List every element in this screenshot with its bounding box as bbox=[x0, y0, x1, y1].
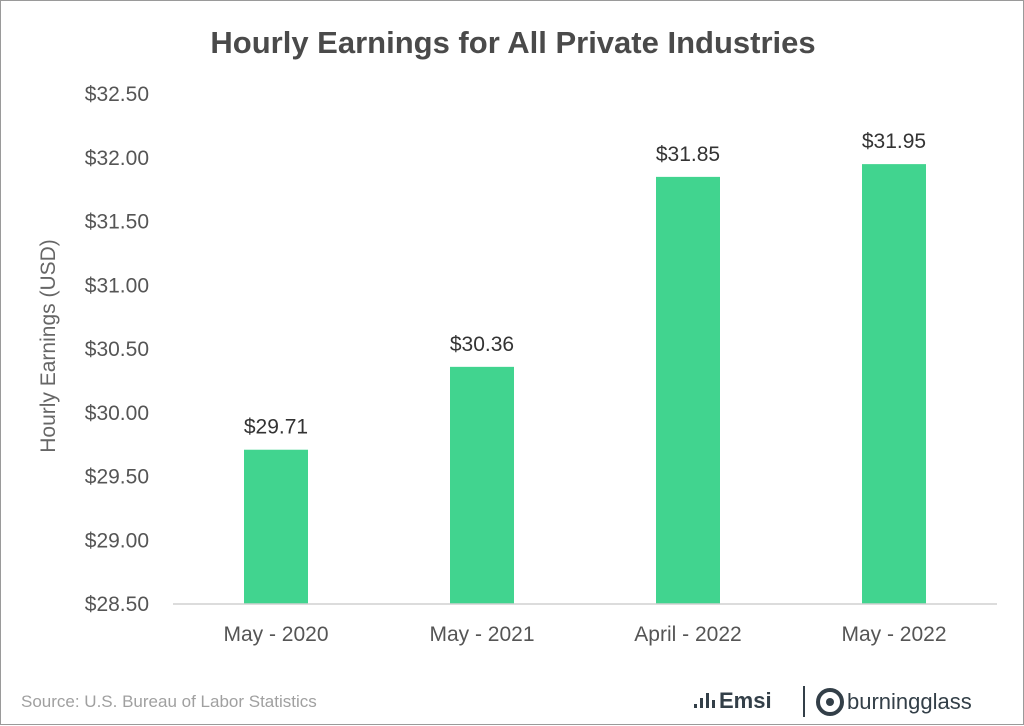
burningglass-icon bbox=[816, 688, 844, 716]
y-tick-label: $30.00 bbox=[85, 402, 149, 425]
data-label: $29.71 bbox=[244, 416, 308, 439]
y-tick-label: $32.50 bbox=[85, 83, 149, 106]
x-tick-label: May - 2020 bbox=[223, 623, 328, 646]
y-axis-ticks: $28.50 $29.00 $29.50 $30.00 $30.50 $31.00 $31.… bbox=[85, 83, 149, 616]
y-tick-label: $32.00 bbox=[85, 147, 149, 170]
burningglass-wordmark: burningglass bbox=[847, 689, 972, 714]
source-note: Source: U.S. Bureau of Labor Statistics bbox=[21, 692, 317, 711]
y-tick-label: $29.50 bbox=[85, 466, 149, 489]
burningglass-logo: burningglass bbox=[816, 688, 972, 716]
x-tick-label: April - 2022 bbox=[634, 623, 741, 646]
x-tick-label: May - 2021 bbox=[429, 623, 534, 646]
data-labels-group: $29.71 $30.36 $31.85 $31.95 bbox=[244, 130, 926, 439]
chart-title: Hourly Earnings for All Private Industri… bbox=[210, 25, 815, 60]
bar bbox=[244, 449, 308, 604]
x-tick-label: May - 2022 bbox=[841, 623, 946, 646]
y-tick-label: $31.50 bbox=[85, 211, 149, 234]
y-tick-label: $31.00 bbox=[85, 274, 149, 297]
y-axis-label: Hourly Earnings (USD) bbox=[37, 239, 60, 453]
bar bbox=[862, 164, 926, 604]
y-tick-label: $28.50 bbox=[85, 593, 149, 616]
bars-group bbox=[244, 164, 926, 604]
x-axis-categories: May - 2020 May - 2021 April - 2022 May - 20… bbox=[223, 623, 946, 646]
y-tick-label: $30.50 bbox=[85, 338, 149, 361]
data-label: $31.95 bbox=[862, 130, 926, 153]
bar bbox=[656, 176, 720, 604]
data-label: $31.85 bbox=[656, 143, 720, 166]
y-tick-label: $29.00 bbox=[85, 529, 149, 552]
emsi-bars-icon bbox=[694, 693, 715, 708]
data-label: $30.36 bbox=[450, 333, 514, 356]
bar bbox=[450, 366, 514, 604]
emsi-wordmark: Emsi bbox=[719, 688, 772, 713]
emsi-logo: Emsi bbox=[694, 688, 772, 713]
